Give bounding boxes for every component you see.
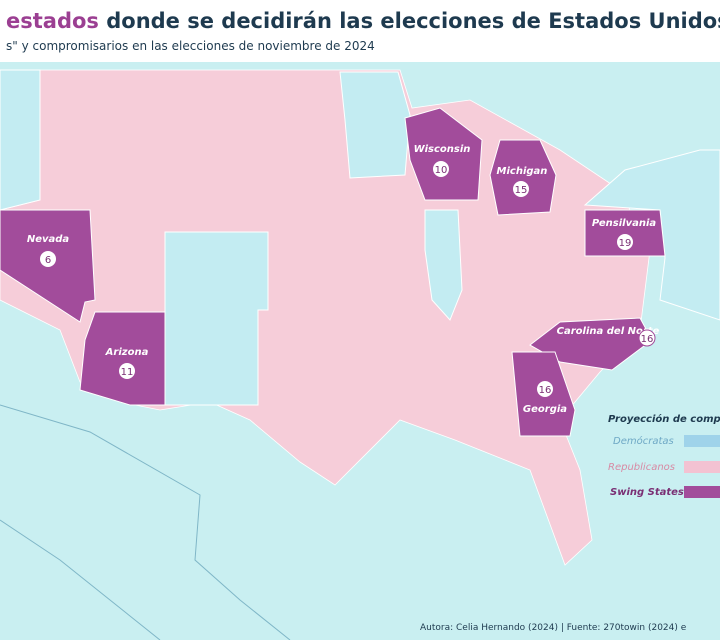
state-votes: 10: [435, 165, 448, 176]
votes-badge: [119, 363, 135, 379]
state-name: Arizona: [105, 347, 149, 358]
legend-label: Republicanos: [608, 462, 675, 473]
votes-badge: [537, 381, 553, 397]
state-votes: 15: [515, 185, 528, 196]
state-votes: 11: [121, 367, 134, 378]
michigan: [489, 139, 557, 216]
minnesota-democrat: [339, 71, 411, 179]
votes-badge: [433, 161, 449, 177]
votes-badge: [40, 251, 56, 267]
votes-badge: [617, 234, 633, 250]
west-coast-democrat: [0, 69, 41, 211]
state-name: Wisconsin: [414, 144, 471, 155]
title-highlight: estados: [6, 9, 99, 33]
state-name: Pensilvania: [592, 218, 657, 229]
us-republican: [0, 69, 651, 566]
votes-badge: [638, 329, 656, 347]
state-name: Nevada: [27, 234, 70, 245]
state-votes: 6: [45, 255, 51, 266]
legend-swatch: [684, 461, 720, 473]
title: estados donde se decidirán las eleccione…: [6, 9, 720, 33]
wisconsin: [404, 107, 483, 201]
legend-swatch: [684, 486, 720, 498]
colorado-newmexico-democrat: [164, 231, 269, 406]
state-labels: Nevada 6 Arizona 11 Wisconsin 10 Michiga…: [27, 144, 660, 415]
state-name: Carolina del Norte: [557, 326, 660, 337]
illinois-democrat: [424, 209, 463, 321]
arizona: [79, 311, 166, 406]
legend-label: Demócratas: [613, 435, 674, 447]
state-votes: 19: [619, 238, 632, 249]
legend: Proyección de compr Demócratas Republica…: [608, 413, 720, 498]
state-votes: 16: [641, 334, 654, 345]
legend-title: Proyección de compr: [608, 413, 720, 425]
title-rest: donde se decidirán las elecciones de Est…: [99, 9, 720, 33]
votes-badge: [513, 181, 529, 197]
state-votes: 16: [539, 385, 552, 396]
state-name: Georgia: [523, 404, 567, 415]
footer: Autora: Celia Hernando (2024) | Fuente: …: [420, 623, 687, 633]
state-name: Michigan: [497, 166, 548, 177]
subtitle: s" y compromisarios en las elecciones de…: [6, 39, 375, 53]
pensilvania: [584, 209, 666, 257]
alaska-outline: [0, 404, 291, 640]
legend-swatch: [684, 435, 720, 447]
legend-label: Swing States: [610, 487, 684, 498]
